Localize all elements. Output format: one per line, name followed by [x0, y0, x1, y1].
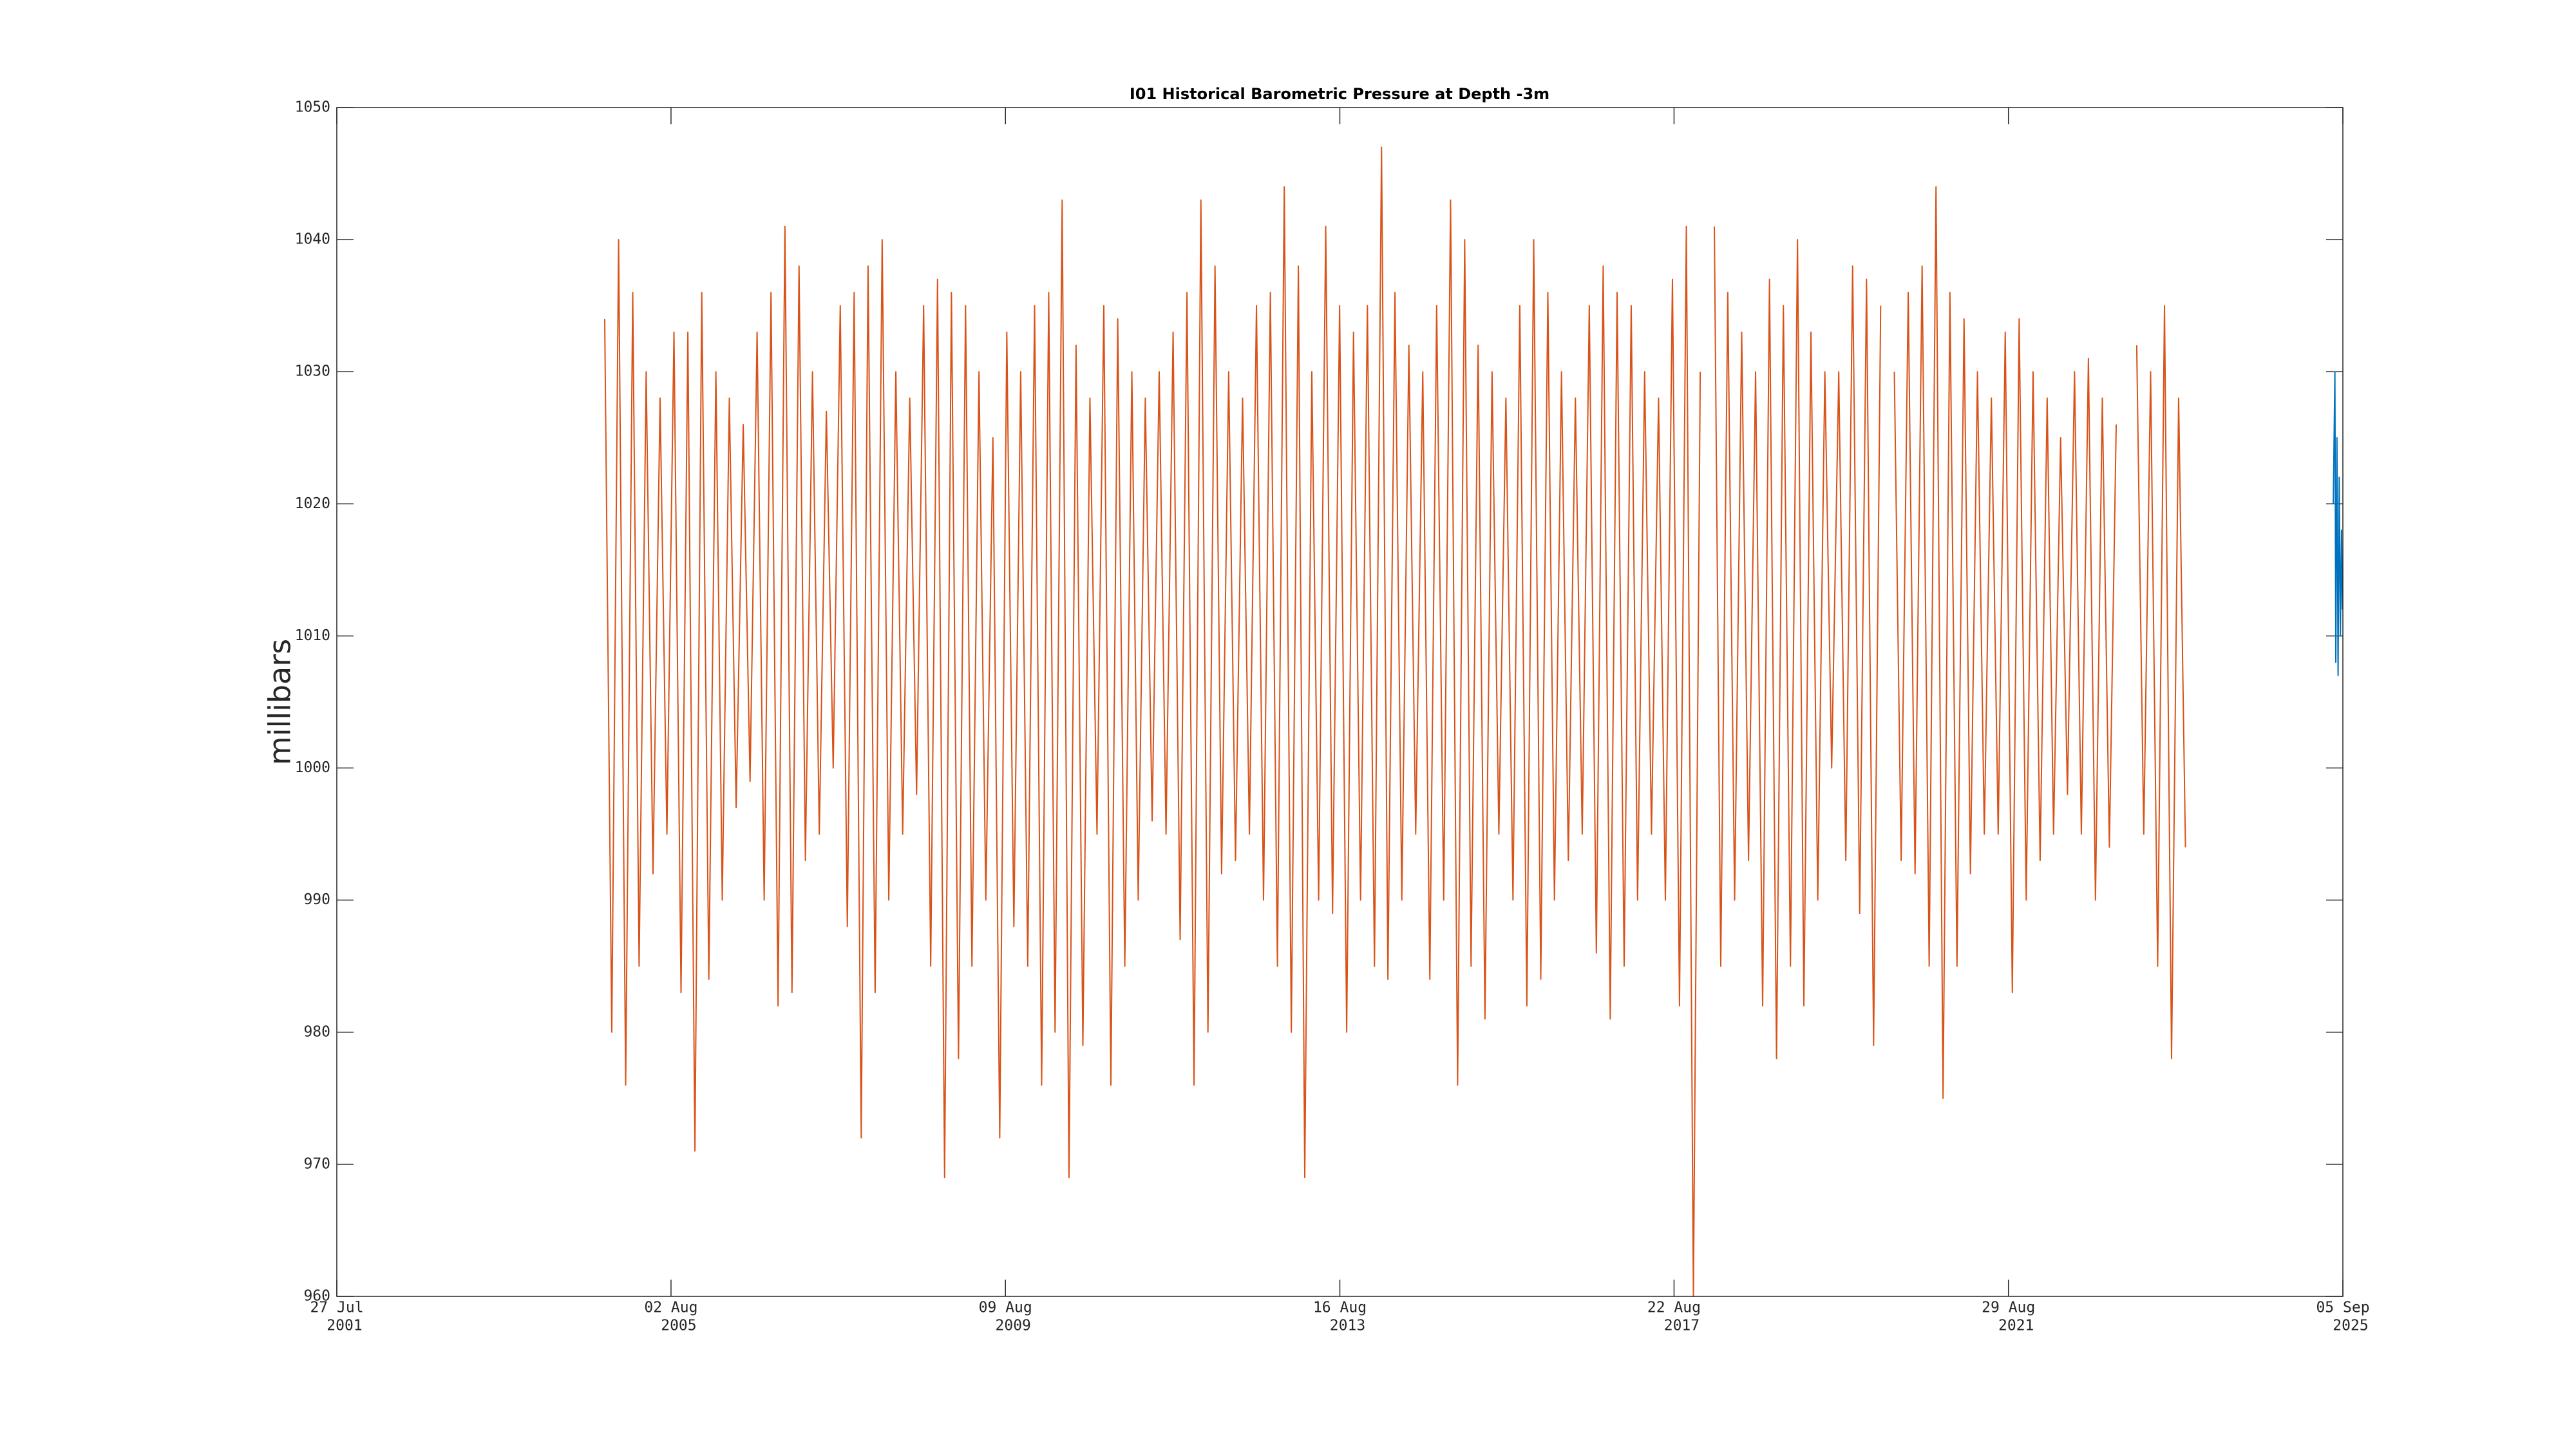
x-tick-label: 2025 [2333, 1318, 2368, 1334]
x-tick-label: 29 Aug [1982, 1300, 2035, 1316]
data-line [2136, 305, 2186, 1059]
y-axis-label: millibars [263, 639, 298, 765]
y-tick-label: 1030 [295, 363, 330, 380]
chart-title: I01 Historical Barometric Pressure at De… [1130, 85, 1549, 103]
x-tick-label: 2005 [661, 1318, 696, 1334]
x-tick-label: 2017 [1664, 1318, 1700, 1334]
x-tick-label: 05 Sep [2316, 1300, 2369, 1316]
x-tick-label: 2021 [1998, 1318, 2034, 1334]
x-tick-label: 09 Aug [979, 1300, 1032, 1316]
data-line [603, 146, 1701, 1297]
data-line [1714, 226, 1882, 1059]
y-tick-label: 980 [303, 1023, 330, 1040]
x-tick-label: 2001 [327, 1318, 362, 1334]
x-tick-label: 2013 [1330, 1318, 1365, 1334]
data-line [2333, 371, 2344, 676]
y-tick-label: 990 [303, 891, 330, 908]
y-tick-label: 1050 [295, 99, 330, 116]
y-tick-label: 970 [303, 1155, 330, 1172]
axes-box [336, 107, 2344, 1297]
x-tick-label: 2009 [996, 1318, 1031, 1334]
y-tick-label: 1000 [295, 759, 330, 776]
data-line [1893, 186, 2117, 1099]
x-tick-label: 27 Jul [310, 1300, 363, 1316]
x-tick-label: 22 Aug [1647, 1300, 1701, 1316]
y-tick-label: 1010 [295, 627, 330, 644]
x-tick-label: 16 Aug [1313, 1300, 1367, 1316]
y-tick-label: 1040 [295, 231, 330, 248]
y-tick-label: 1020 [295, 495, 330, 512]
y-tick-label: 960 [303, 1288, 330, 1305]
x-tick-label: 02 Aug [644, 1300, 697, 1316]
